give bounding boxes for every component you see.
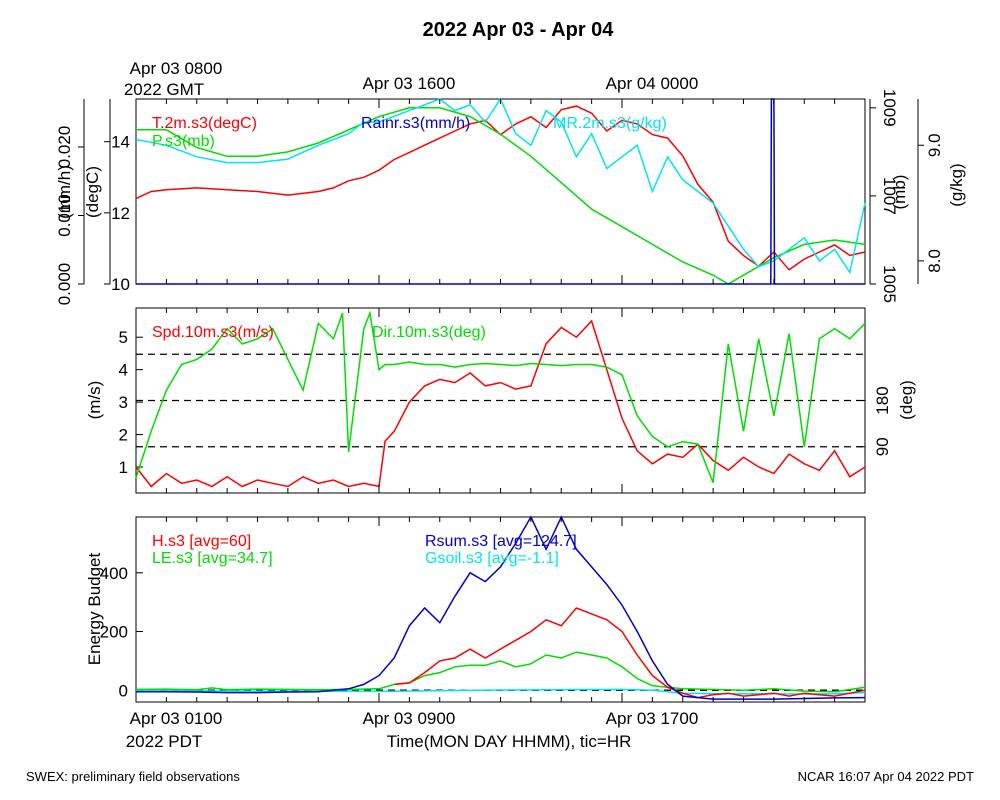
top-tick-label-1: Apr 03 0800 [130, 59, 223, 78]
series-line-MR.2m.s3(g/kg) [135, 97, 866, 275]
series-line-Spd.10m.s3(m/s) [135, 319, 866, 488]
axis-tick-label: 1009 [880, 89, 899, 127]
axis-tick-label: 12 [111, 204, 130, 223]
axis-label: (mm/h) [55, 165, 74, 219]
axis-tick-label: 400 [100, 564, 128, 583]
panel-met: 0.000 0.010 0.020(mm/h) 10 12 14 (degC) 1005 100… [55, 89, 966, 305]
footer-right: NCAR 16:07 Apr 04 2022 PDT [798, 769, 974, 784]
series-line-H.s3 [avg=60] [394, 607, 866, 699]
axis-tick-label: 0.020 [55, 126, 74, 169]
axis-label: (mb) [890, 175, 909, 210]
axis-tick-label: 3 [119, 393, 128, 412]
axis-tick-label: 8.0 [925, 249, 944, 273]
axis-tick-label: 0.010 [55, 194, 74, 237]
legend-wind-speed: Spd.10m.s3(m/s) [152, 324, 274, 341]
axis-label: (g/kg) [947, 163, 966, 206]
axis-tick-label: 10 [111, 275, 130, 294]
axis-tick-label: 0 [119, 681, 128, 700]
legend-temperature: T.2m.s3(degC) [152, 115, 257, 132]
met-axes: 0.000 0.010 0.020(mm/h) 10 12 14 (degC) 1005 100… [55, 89, 966, 305]
axis-tick-label: 2 [119, 426, 128, 445]
axis-tick-label: 5 [119, 328, 128, 347]
axis-tick-label: 90 [873, 437, 892, 456]
bottom-axis-sublabel: 2022 PDT [126, 732, 203, 751]
footer-left: SWEX: preliminary field observations [26, 769, 240, 784]
axis-label: Energy Budget [85, 552, 104, 665]
series-line-P.s3(mb) [136, 107, 866, 285]
axis-label: (deg) [897, 380, 916, 420]
panel-wind: 1 2 3 4 5 90 180 (m/s) (deg) Spd.10m.s3(m/s) Dir… [85, 310, 916, 488]
energy-lines [135, 515, 866, 700]
wind-lines [135, 310, 866, 488]
axis-tick-label: 1 [119, 458, 128, 477]
axis-tick-label: 1007 [880, 177, 899, 215]
top-axis-sublabel: 2022 GMT [124, 80, 204, 99]
top-tick-label-3: Apr 04 0000 [606, 74, 699, 93]
series-line-LE.s3 [avg=34.7] [135, 651, 866, 693]
x-axis-label: Time(MON DAY HHMM), tic=HR [387, 732, 632, 751]
legend-sensible-heat: H.s3 [avg=60] [152, 533, 251, 550]
axis-tick-label: 4 [119, 361, 128, 380]
chart-title: 2022 Apr 03 - Apr 04 [423, 19, 615, 41]
series-line-Rainr.s3(mm/h) [136, 98, 865, 285]
axis-tick-label: 9.0 [925, 133, 944, 157]
series-line-Dir.10m.s3(deg) [135, 310, 866, 483]
legend-radiation-sum: Rsum.s3 [avg=124.7] [425, 533, 577, 550]
series-line-Rsum.s3 [avg=124.7] [136, 515, 866, 700]
legend-mixing-ratio: MR.2m.s3(g/kg) [553, 115, 667, 132]
met-lines [135, 97, 866, 285]
bottom-axis: Apr 03 0100 Apr 03 0900 Apr 03 1700 2022… [126, 709, 699, 751]
axis-label: (m/s) [85, 381, 104, 420]
legend-latent-heat: LE.s3 [avg=34.7] [152, 550, 273, 567]
legend-soil-heat: Gsoil.s3 [avg=-1.1] [425, 550, 559, 567]
top-axis: Apr 03 0800 2022 GMT Apr 03 1600 Apr 04 … [124, 59, 698, 99]
axis-tick-label: 180 [873, 386, 892, 414]
bottom-tick-label-1: Apr 03 0100 [130, 709, 223, 728]
bottom-tick-label-2: Apr 03 0900 [363, 709, 456, 728]
axis-tick-label: 1005 [880, 265, 899, 303]
x-tick-marks [165, 99, 836, 702]
bottom-tick-label-3: Apr 03 1700 [606, 709, 699, 728]
axis-label: (degC) [83, 166, 102, 218]
top-tick-label-2: Apr 03 1600 [363, 74, 456, 93]
axis-tick-label: 0.000 [55, 263, 74, 306]
wind-axes: 1 2 3 4 5 90 180 (m/s) (deg) [85, 328, 916, 477]
legend-rain-rate: Rainr.s3(mm/h) [361, 115, 470, 132]
axis-tick-label: 200 [100, 623, 128, 642]
legend-pressure: P.s3(mb) [152, 133, 215, 150]
legend-wind-direction: Dir.10m.s3(deg) [372, 324, 486, 341]
axis-tick-label: 14 [111, 133, 130, 152]
